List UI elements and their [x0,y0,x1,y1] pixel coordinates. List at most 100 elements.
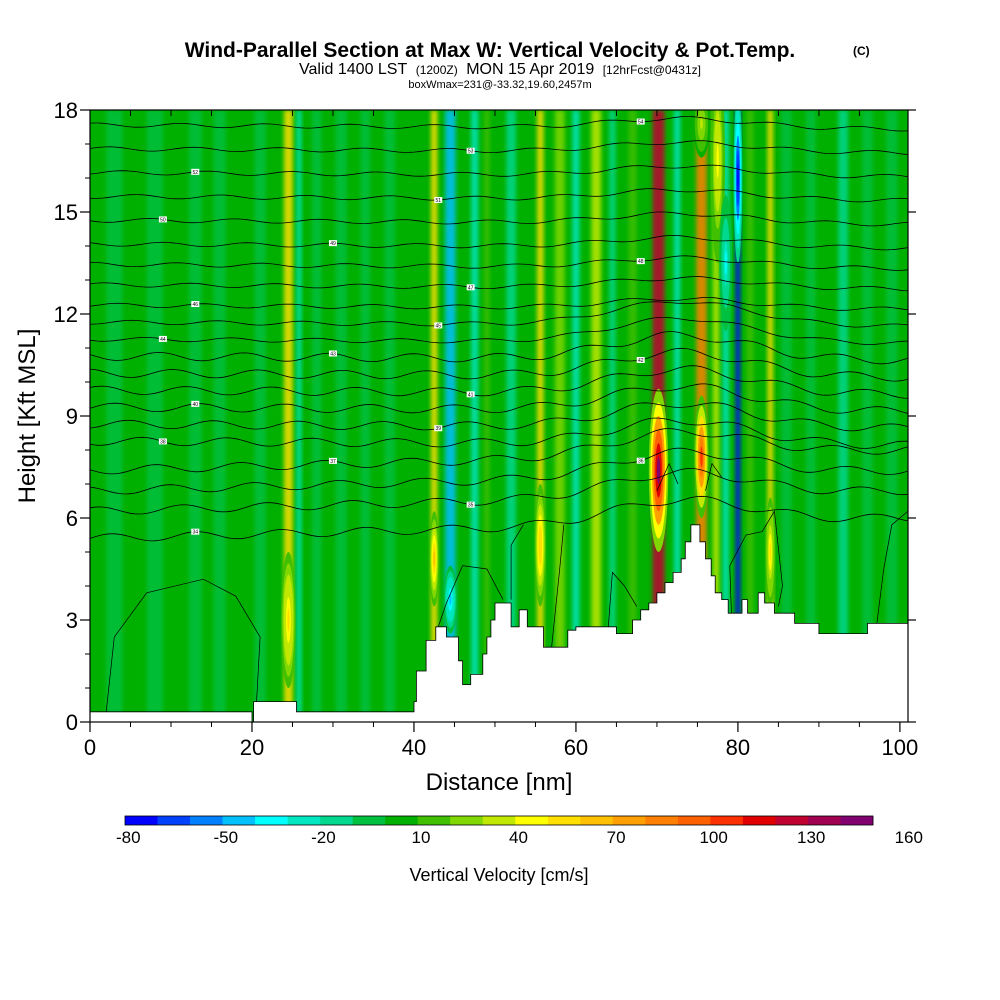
y-tick-label: 0 [66,710,78,735]
colorbar-tick-label: 70 [607,828,626,847]
theta-contour [90,140,908,155]
svg-text:38: 38 [160,439,166,445]
theta-label: 43 [328,350,337,357]
theta-contour [90,116,908,132]
velocity-column [213,110,226,722]
velocity-column [572,110,580,722]
velocity-column [735,110,741,722]
theta-label: 44 [158,335,167,343]
velocity-column [335,110,347,722]
zero-velocity-contour [437,565,504,627]
svg-text:36: 36 [638,459,644,465]
svg-text:52: 52 [193,170,199,176]
colorbar-bin [515,816,549,825]
colorbar-bin [547,816,581,825]
theta-label: 38 [158,438,167,445]
x-tick-label: 80 [726,735,750,760]
velocity-column [471,110,479,722]
y-tick-label: 12 [54,302,78,327]
svg-text:50: 50 [160,217,166,223]
updraft-cell [716,144,719,178]
y-tick-label: 9 [66,404,78,429]
theta-label: 36 [636,457,645,465]
theta-label: 51 [434,196,443,204]
svg-text:48: 48 [638,259,644,265]
theta-label: 53 [466,147,475,155]
downdraft-cell [737,163,739,193]
theta-label: 39 [434,425,443,432]
colorbar-bin [125,816,158,825]
theta-contour [90,383,908,414]
colorbar-tick-label: -20 [311,828,336,847]
velocity-column [722,110,730,722]
theta-label: 34 [191,528,200,536]
svg-text:44: 44 [160,337,166,343]
updraft-cell [539,535,542,556]
colorbar-bin [190,816,223,825]
velocity-column [254,110,266,722]
theta-contour [90,301,908,328]
colorbar-bin [352,816,386,825]
colorbar-tick-label: 40 [509,828,528,847]
velocity-column [628,110,637,722]
velocity-column [712,110,720,722]
colorbar-bin [417,816,451,825]
theta-label: 48 [636,258,645,265]
colorbar-bin [287,816,321,825]
subtitle-utc: (1200Z) [416,63,458,77]
zero-velocity-contour [551,524,565,648]
colorbar-tick-label: -80 [116,828,141,847]
x-tick-label: 0 [84,735,96,760]
svg-text:40: 40 [193,402,199,408]
theta-label: 41 [466,391,475,398]
colorbar-bin [645,816,679,825]
svg-text:41: 41 [468,392,474,398]
colorbar-bin [222,816,256,825]
theta-contour [90,495,908,542]
theta-contour [90,188,908,203]
velocity-column [609,110,616,722]
svg-text:34: 34 [193,530,199,536]
downdraft-cell [449,593,452,606]
zero-velocity-contour [510,524,524,600]
theta-contour [90,428,908,475]
x-axis-label: Distance [nm] [426,769,573,796]
theta-label: 49 [328,240,337,247]
colorbar [124,815,874,826]
colorbar-bin [807,816,841,825]
theta-contour [90,276,908,292]
velocity-column [805,110,816,722]
velocity-column [673,110,681,722]
velocity-columns [106,110,898,722]
zero-velocity-contour [656,462,679,491]
y-axis-label: Height [Kft MSL] [14,329,41,504]
svg-text:42: 42 [638,358,644,364]
velocity-column [106,110,123,722]
theta-contour [90,347,908,382]
svg-text:35: 35 [468,503,474,509]
subtitle-forecast: [12hrFcst@0431z] [603,63,701,77]
theta-label: 46 [191,301,200,308]
theta-contour [90,317,908,345]
theta-contour [90,164,908,179]
svg-text:47: 47 [468,285,474,291]
updraft-cell [433,550,436,567]
x-tick-label: 60 [564,735,588,760]
theta-label: 52 [191,168,200,176]
colorbar-tick-label: 100 [699,828,727,847]
colorbar-tick-label: 160 [895,828,923,847]
subtitle-date: MON 15 Apr 2019 [466,61,594,78]
svg-text:53: 53 [468,149,474,155]
theta-label: 40 [191,400,200,408]
theta-contour [90,234,908,251]
svg-text:45: 45 [435,323,441,329]
velocity-column [554,110,565,722]
theta-label: 37 [328,457,337,465]
colorbar-bin [157,816,191,825]
zero-velocity-contours [105,462,908,712]
velocity-column [311,110,322,722]
velocity-column [767,110,774,722]
colorbar-bin [677,816,711,825]
